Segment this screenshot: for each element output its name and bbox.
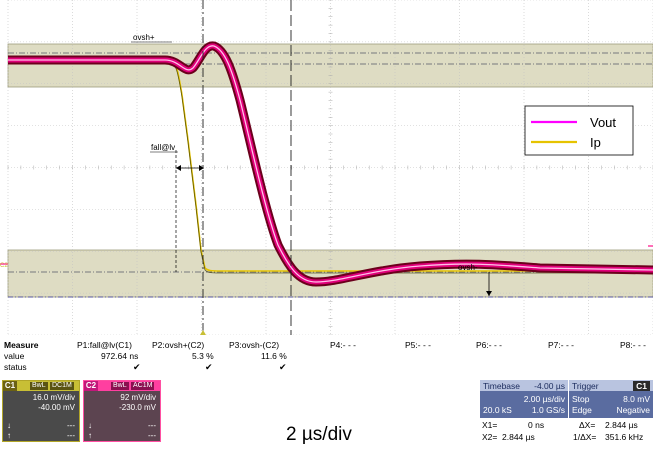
timebase-label: Timebase [483, 381, 521, 391]
c1-bwl-badge: BwL [30, 382, 48, 390]
measure-p5-name[interactable]: P5:- - - [405, 340, 431, 350]
trigger-header: Trigger C1 [569, 380, 653, 391]
measurement-table: Measure P1:fall@lv(C1) P2:ovsh+(C2) P3:o… [0, 340, 653, 378]
channel-c2-descriptor[interactable]: C2 BwL AC1M 92 mV/div -230.0 mV ↓ --- ↑ … [83, 380, 161, 442]
trigger-label: Trigger [572, 381, 599, 391]
measure-header-label: Measure [4, 340, 39, 350]
cursor-x1-value: 0 ns [528, 420, 545, 430]
legend-label-ip: Ip [590, 135, 601, 150]
trigger-descriptor[interactable]: Trigger C1 Stop 8.0 mV Edge Negative [569, 380, 653, 418]
c2-bwl-badge: BwL [111, 382, 129, 390]
measure-p1-name[interactable]: P1:fall@lv(C1) [77, 340, 132, 350]
trigger-channel-badge: C1 [633, 381, 650, 391]
measure-value-label: value [4, 351, 25, 361]
trigger-type: Edge [572, 405, 592, 415]
measure-p2-value: 5.3 % [192, 351, 214, 361]
scope-display: ovsh+ fall@lv ovsh- C2 Vout Ip [0, 0, 653, 335]
ovsh-minus-arrow-head [486, 291, 492, 296]
measure-status-label: status [4, 362, 27, 372]
measure-p1-value: 972.64 ns [101, 351, 139, 361]
measure-p8-name[interactable]: P8:- - - [620, 340, 646, 350]
cursor-inv-value: 351.6 kHz [605, 432, 644, 442]
c2-readout-2: --- [148, 431, 156, 440]
cursor-x2-value: 2.844 µs [502, 432, 535, 442]
cursor-x1-label: X1= [482, 420, 498, 430]
c1-readout-1: --- [67, 421, 75, 430]
c2-offset: -230.0 mV [119, 403, 156, 412]
c1-down-arrow-icon: ↓ [7, 421, 11, 430]
timebase-samples: 20.0 kS [483, 405, 512, 415]
trigger-slope: Negative [616, 405, 650, 415]
c1-offset: -40.00 mV [38, 403, 75, 412]
c2-level-marker: C2 [0, 263, 8, 269]
cursor-inv-label: 1/ΔX= [573, 432, 597, 442]
c1-coupling-badge: DC1M [50, 382, 74, 390]
timebase-per-div: 2.00 µs/div [523, 394, 565, 404]
measure-status-row: status ✔ ✔ ✔ [0, 362, 653, 373]
measure-p3-status-check-icon: ✔ [279, 362, 287, 372]
ovsh-plus-label: ovsh+ [133, 33, 155, 42]
c1-header: C1 BwL DC1M [3, 381, 79, 391]
legend-box [524, 105, 634, 156]
c2-scale: 92 mV/div [120, 393, 156, 402]
c1-tag: C1 [3, 381, 17, 391]
measure-p3-value: 11.6 % [261, 351, 287, 361]
legend: Vout Ip [524, 105, 634, 156]
ovsh-minus-label: ovsh- [458, 263, 478, 272]
channel-c1-descriptor[interactable]: C1 BwL DC1M 16.0 mV/div -40.00 mV ↓ --- … [2, 380, 80, 442]
c2-readout-1: --- [148, 421, 156, 430]
legend-label-vout: Vout [590, 115, 616, 130]
vout-trace [8, 45, 653, 283]
timebase-delay: -4.00 µs [534, 381, 565, 391]
time-per-div-label: 2 µs/div [286, 424, 352, 445]
measure-p6-name[interactable]: P6:- - - [476, 340, 502, 350]
measure-p3-name[interactable]: P3:ovsh-(C2) [229, 340, 280, 350]
cursor-x2-label: X2= [482, 432, 498, 442]
c2-tag: C2 [84, 381, 98, 391]
measure-header-row: Measure P1:fall@lv(C1) P2:ovsh+(C2) P3:o… [0, 340, 653, 351]
timebase-descriptor[interactable]: Timebase -4.00 µs 2.00 µs/div 20.0 kS 1.… [480, 380, 568, 418]
c1-up-arrow-icon: ↑ [7, 431, 11, 440]
measure-p2-status-check-icon: ✔ [205, 362, 213, 372]
c1-readout-2: --- [67, 431, 75, 440]
measure-p2-name[interactable]: P2:ovsh+(C2) [152, 340, 205, 350]
cursor-dx-label: ΔX= [579, 420, 596, 430]
fall-arrow-head-left [176, 165, 181, 171]
c1-scale: 16.0 mV/div [32, 393, 75, 402]
c2-up-arrow-icon: ↑ [88, 431, 92, 440]
trigger-mode: Stop [572, 394, 590, 404]
cursor-dx-value: 2.844 µs [605, 420, 638, 430]
c2-coupling-badge: AC1M [131, 382, 155, 390]
c2-header: C2 BwL AC1M [84, 381, 160, 391]
measure-p4-name[interactable]: P4:- - - [330, 340, 356, 350]
trigger-level: 8.0 mV [623, 394, 650, 404]
measure-value-row: value 972.64 ns 5.3 % 11.6 % [0, 351, 653, 362]
measure-p1-status-check-icon: ✔ [133, 362, 141, 372]
timebase-rate: 1.0 GS/s [531, 405, 565, 415]
measure-p7-name[interactable]: P7:- - - [548, 340, 574, 350]
timebase-header: Timebase -4.00 µs [480, 380, 568, 391]
fall-arrow-head-right [199, 165, 204, 171]
cursor-readout: X1= 0 ns ΔX= 2.844 µs X2= 2.844 µs 1/ΔX=… [482, 420, 652, 444]
fall-label: fall@lv [151, 143, 175, 152]
trigger-position-marker [200, 330, 206, 335]
c2-down-arrow-icon: ↓ [88, 421, 92, 430]
